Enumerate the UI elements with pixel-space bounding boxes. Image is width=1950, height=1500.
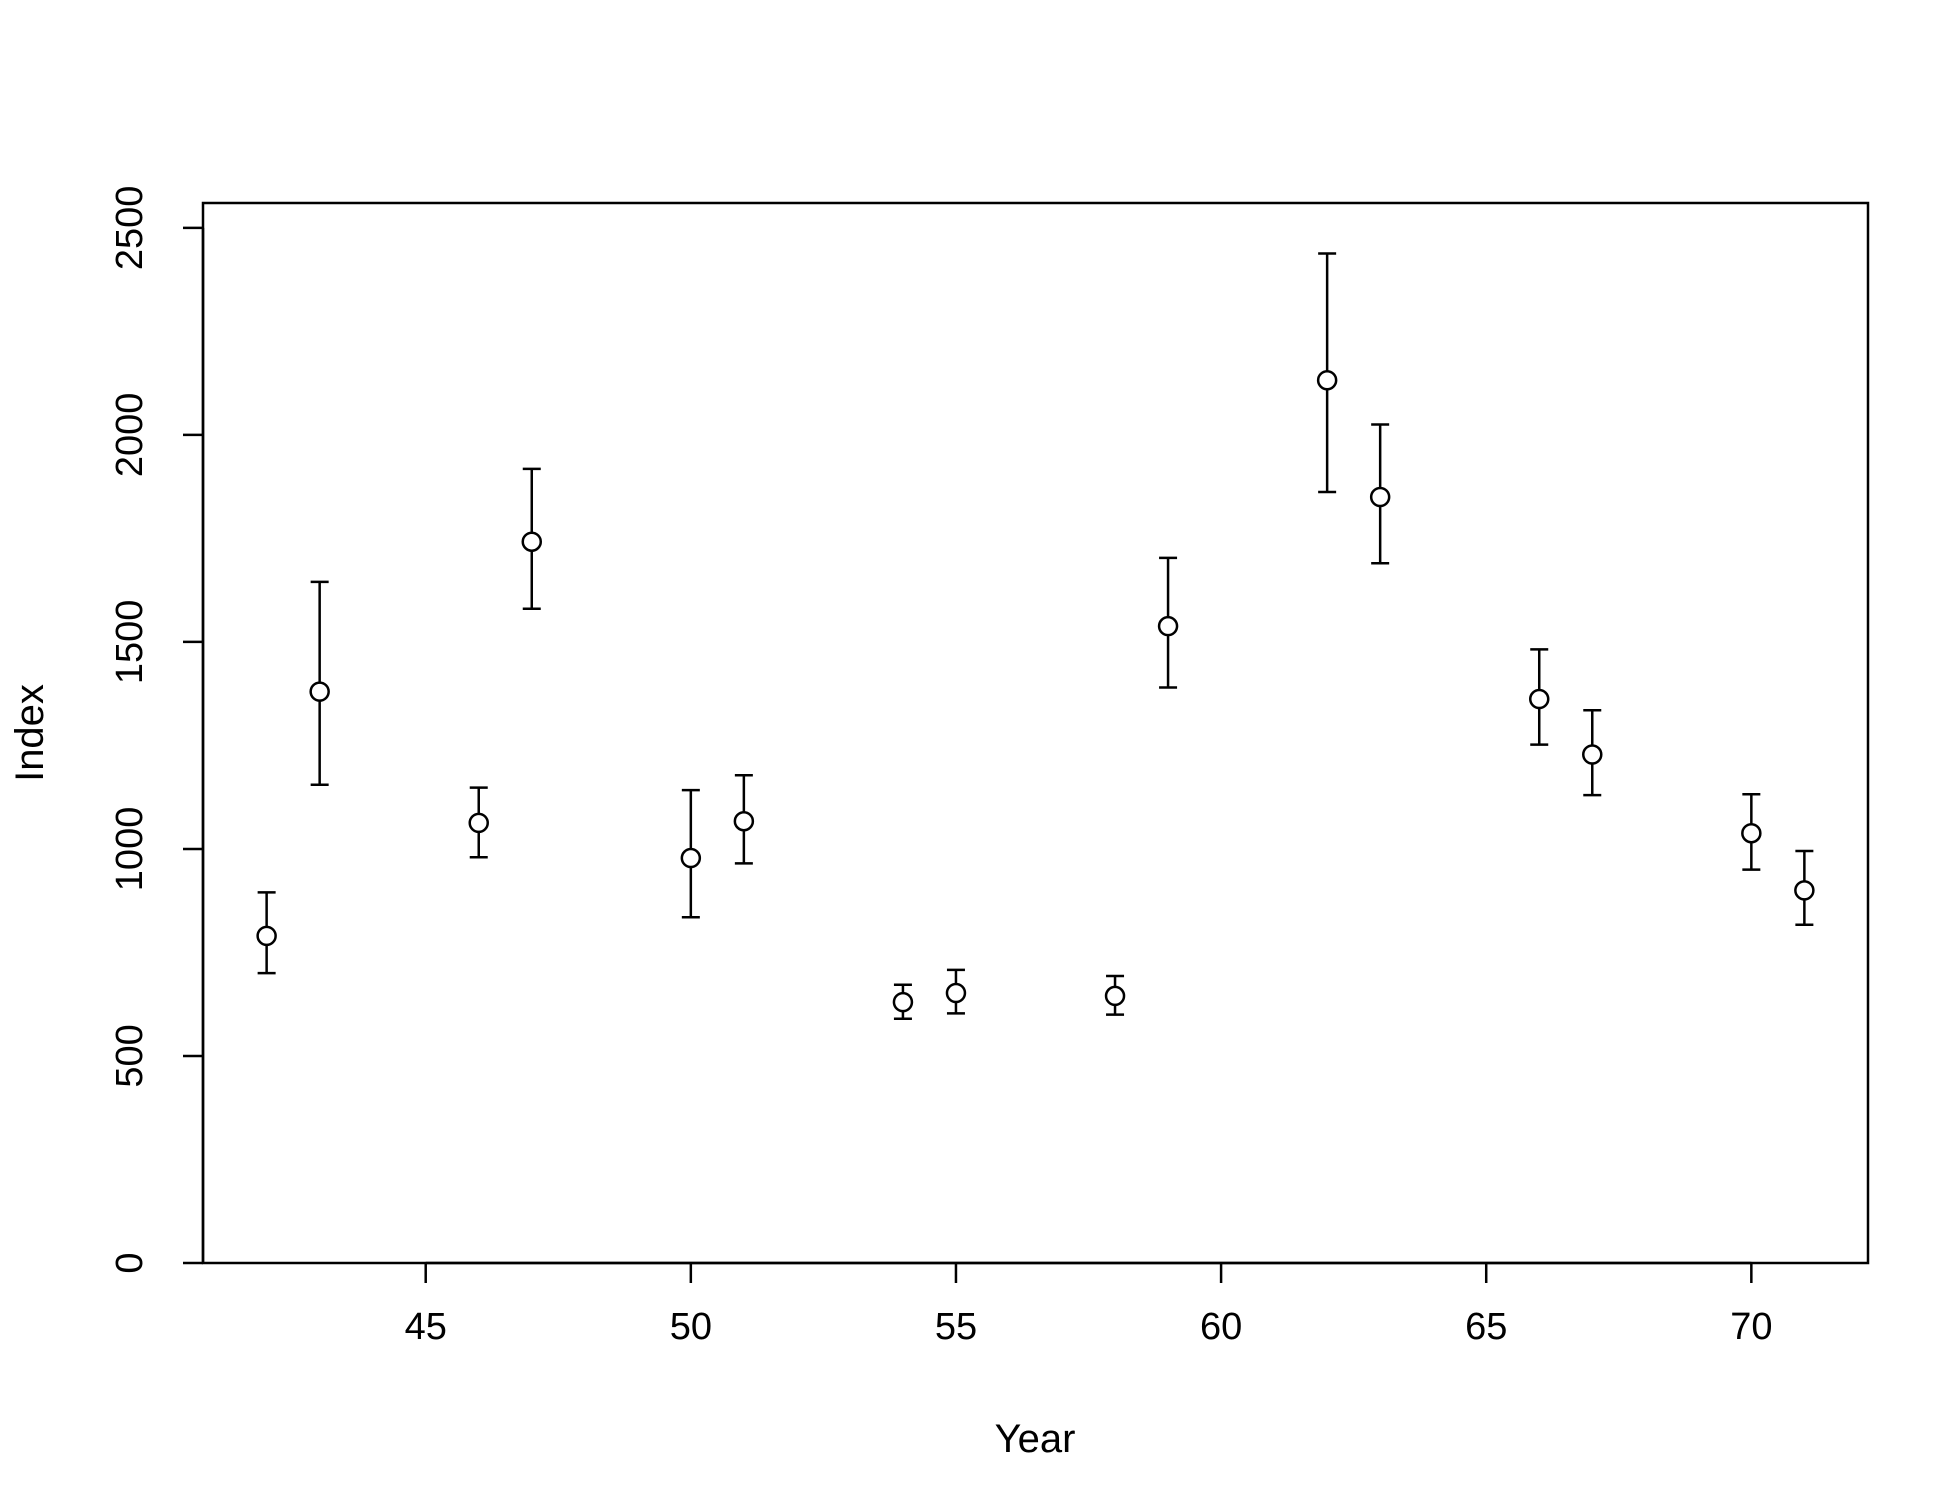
data-point-group [945, 968, 967, 1015]
plot-frame [201, 201, 1870, 1265]
y-axis: 0 500 1000 1500 2000 2500 [109, 186, 205, 1274]
x-axis: 45 50 55 60 65 70 [405, 1261, 1772, 1348]
data-point-group [733, 773, 755, 865]
data-point-group [1157, 556, 1179, 689]
data-point-group [1741, 793, 1762, 871]
data-point-group [1528, 648, 1550, 746]
x-tick-label: 50 [670, 1306, 712, 1348]
x-tick-label: 55 [935, 1306, 977, 1348]
data-point-group [892, 983, 914, 1020]
data-point-group [1794, 849, 1815, 926]
data-point-group [1316, 252, 1338, 494]
data-point [1316, 369, 1338, 391]
y-tick-label: 0 [109, 1252, 151, 1273]
data-point-group [256, 891, 277, 975]
y-tick-label: 2000 [109, 393, 151, 478]
data-point [1369, 486, 1391, 508]
data-point [733, 810, 755, 832]
data-point-group [521, 467, 543, 611]
x-axis-label: Year [995, 1417, 1076, 1461]
y-axis-label: Index [8, 684, 52, 782]
data-point [892, 991, 914, 1013]
data-point [945, 982, 967, 1004]
y-tick-label: 1500 [109, 600, 151, 685]
data-point-group [1582, 708, 1603, 797]
data-point [1104, 985, 1126, 1007]
data-point [1528, 688, 1550, 710]
data-point [1741, 822, 1762, 844]
data-point-group [680, 788, 702, 919]
data-point [256, 925, 277, 947]
y-tick-label: 2500 [109, 186, 151, 271]
data-point [309, 681, 330, 702]
data-point-group [309, 580, 330, 787]
y-tick-label: 1000 [109, 807, 151, 892]
x-tick-label: 60 [1200, 1306, 1242, 1348]
data-point [521, 531, 543, 552]
data-point [468, 812, 489, 834]
x-tick-label: 65 [1465, 1306, 1507, 1348]
data-point [1157, 615, 1179, 637]
data-point-group [1369, 423, 1391, 565]
data-point-group [468, 786, 489, 859]
x-tick-label: 70 [1730, 1306, 1772, 1348]
y-tick-label: 500 [109, 1024, 151, 1087]
x-tick-label: 45 [405, 1306, 447, 1348]
data-point [680, 847, 702, 869]
data-point [1794, 880, 1815, 901]
data-points [256, 252, 1815, 1020]
data-point-group [1104, 974, 1126, 1016]
data-point [1582, 744, 1603, 765]
